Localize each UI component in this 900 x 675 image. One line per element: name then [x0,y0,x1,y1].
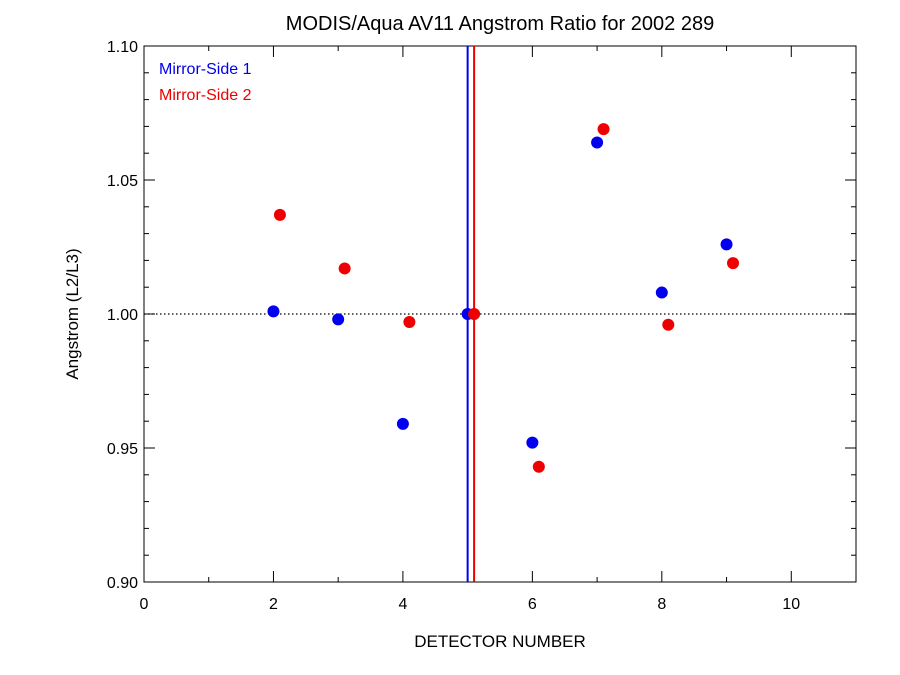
legend: Mirror-Side 1 Mirror-Side 2 [159,61,252,104]
data-point-series-1 [655,286,668,299]
legend-entry: Mirror-Side 2 [159,87,252,104]
data-point-series-2 [662,318,675,331]
data-points [267,123,740,473]
data-point-series-1 [396,417,409,430]
data-point-series-1 [591,136,604,149]
data-point-series-1 [267,305,280,318]
axis-ticks: 0 2 4 6 8 10 0.90 0.95 1.00 1.05 1.10 [107,39,856,613]
chart-title: MODIS/Aqua AV11 Angstrom Ratio for 2002 … [286,13,714,35]
data-point-series-2 [468,308,481,320]
data-point-series-1 [526,436,539,449]
data-point-series-1 [720,238,733,251]
y-axis-title: Angstrom (L2/L3) [63,248,82,379]
y-tick-label: 1.10 [107,39,138,56]
y-tick-label: 1.00 [107,307,138,324]
x-tick-label: 10 [782,596,800,613]
y-tick-label: 1.05 [107,173,138,190]
y-tick-label: 0.95 [107,441,138,458]
x-axis-title: DETECTOR NUMBER [414,632,586,651]
data-point-series-2 [597,123,610,136]
data-point-series-2 [273,208,286,221]
x-tick-label: 4 [398,596,407,613]
data-point-series-2 [532,460,545,473]
data-point-series-1 [332,313,345,326]
data-point-series-2 [338,262,351,275]
legend-entry: Mirror-Side 1 [159,61,252,78]
x-tick-label: 8 [657,596,666,613]
x-tick-label: 0 [140,596,149,613]
data-point-series-2 [403,316,416,329]
x-tick-label: 2 [269,596,278,613]
x-tick-label: 6 [528,596,537,613]
y-tick-label: 0.90 [107,575,138,592]
data-point-series-2 [727,257,740,270]
